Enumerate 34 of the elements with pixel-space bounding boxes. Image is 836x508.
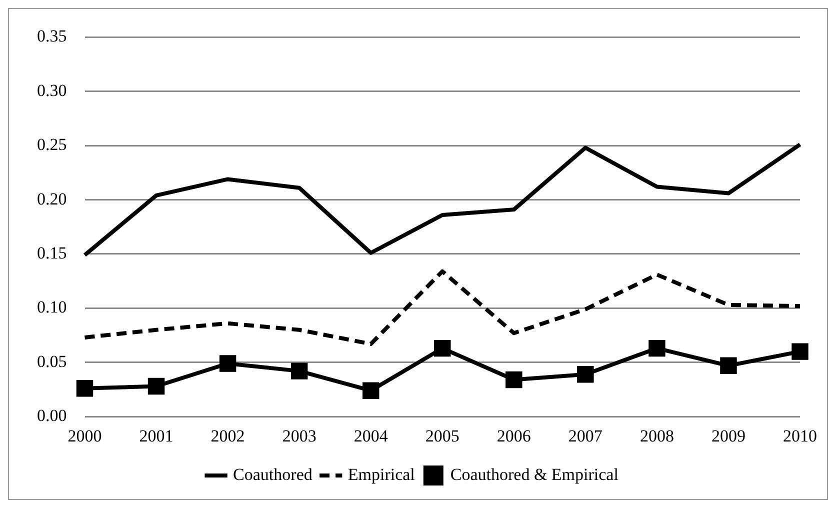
x-tick-label: 2001	[139, 426, 174, 446]
y-tick-label: 0.25	[37, 135, 67, 154]
x-tick-label: 2000	[68, 426, 102, 446]
x-tick-label: 2007	[568, 426, 603, 446]
y-tick-label: 0.00	[37, 406, 67, 426]
point	[148, 378, 165, 395]
point	[792, 343, 808, 360]
point	[434, 340, 451, 357]
y-tick-label: 0.05	[37, 352, 67, 371]
x-tick-label: 2009	[711, 426, 746, 446]
x-tick-label: 2008	[640, 426, 674, 446]
point	[362, 382, 380, 399]
y-tick-label: 0.30	[37, 80, 67, 100]
line-series	[82, 269, 802, 346]
x-tick-label: 2004	[354, 426, 388, 446]
x-tick-label: 2003	[282, 426, 316, 446]
x-tick-label: 2005	[425, 426, 460, 446]
point	[290, 362, 308, 380]
point	[506, 371, 522, 388]
legend-label: Coauthored	[233, 464, 313, 484]
x-tick-label: 2006	[496, 426, 531, 446]
y-tick-label: 0.10	[37, 298, 67, 317]
x-tick-label: 2010	[783, 426, 817, 446]
y-tick-label: 0.15	[37, 243, 67, 262]
point	[577, 366, 594, 383]
point	[219, 355, 236, 372]
y-tick-label: 0.35	[37, 26, 67, 46]
legend-label: Coauthored & Empirical	[450, 464, 619, 484]
x-tick-label: 2002	[210, 426, 245, 446]
point	[720, 357, 737, 374]
y-tick-label: 0.20	[37, 189, 67, 208]
point	[648, 340, 666, 357]
legend-label: Empirical	[348, 464, 416, 484]
point	[76, 380, 94, 397]
